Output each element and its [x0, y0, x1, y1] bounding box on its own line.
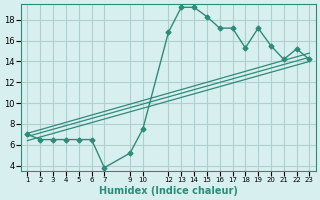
X-axis label: Humidex (Indice chaleur): Humidex (Indice chaleur) [99, 186, 238, 196]
